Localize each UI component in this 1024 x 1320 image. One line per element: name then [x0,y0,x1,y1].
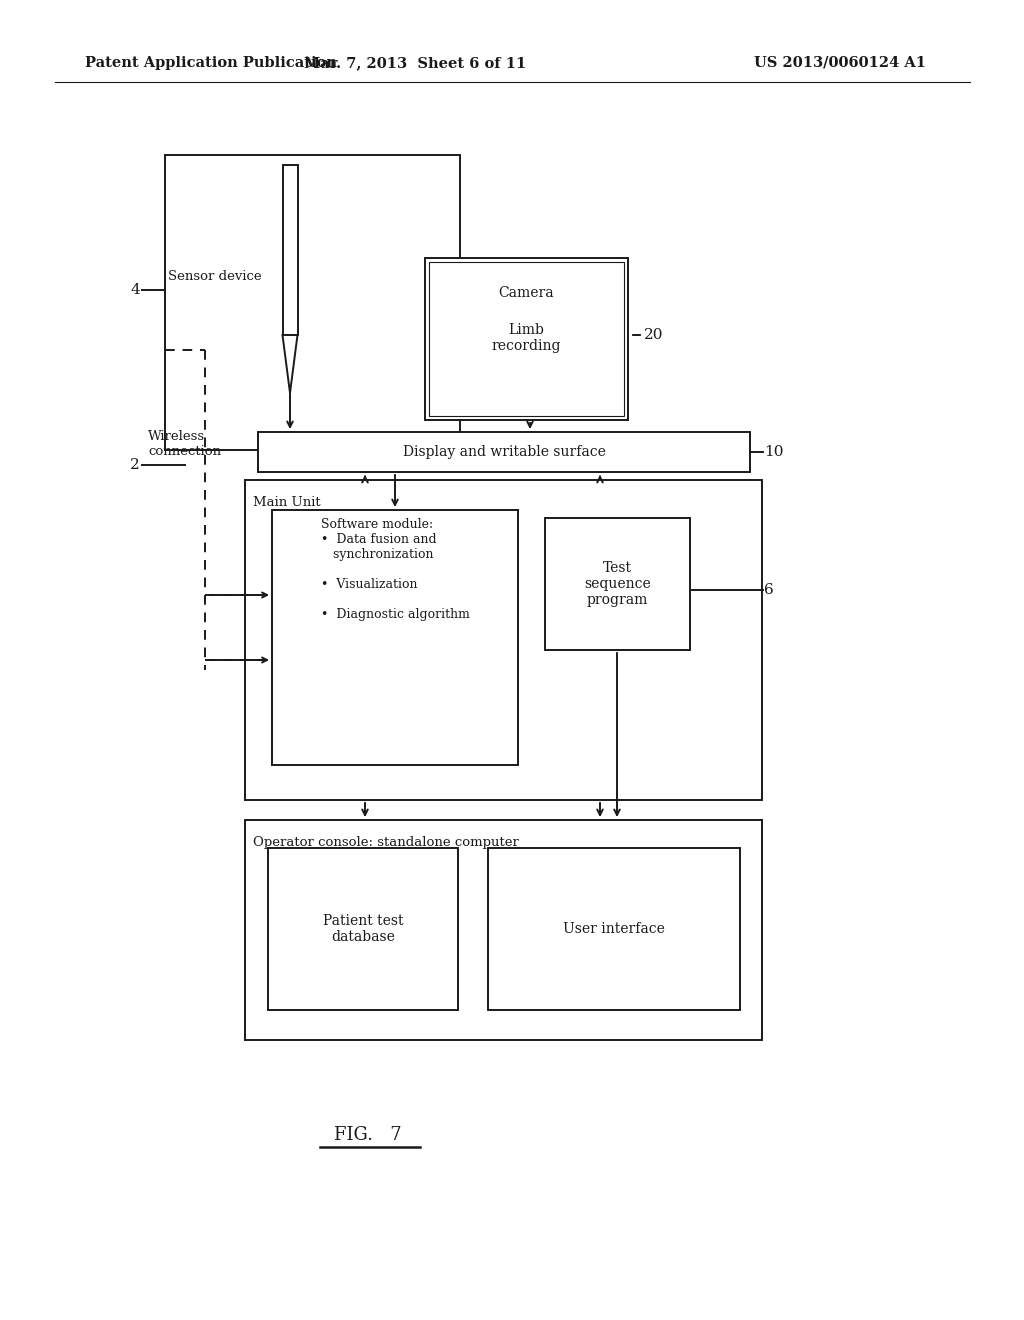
Bar [245,820,762,1040]
Text: Wireless
connection: Wireless connection [148,430,221,458]
Text: 20: 20 [644,327,664,342]
Text: User interface: User interface [563,921,665,936]
Text: Display and writable surface: Display and writable surface [402,445,605,459]
Text: Limb
recording: Limb recording [492,323,561,354]
Polygon shape [283,335,298,393]
Text: Software module:
•  Data fusion and
   synchronization

•  Visualization

•  Dia: Software module: • Data fusion and synch… [321,517,469,620]
Bar [165,154,460,450]
Text: US 2013/0060124 A1: US 2013/0060124 A1 [754,55,926,70]
Bar [425,257,628,420]
Bar [429,261,624,416]
Bar [268,847,458,1010]
Text: FIG.   7: FIG. 7 [334,1126,401,1144]
Bar [488,847,740,1010]
Text: 10: 10 [764,445,783,459]
Bar [245,480,762,800]
Text: Main Unit: Main Unit [253,496,321,510]
Text: Operator console: standalone computer: Operator console: standalone computer [253,836,519,849]
Text: Sensor device: Sensor device [168,271,261,282]
Text: 4: 4 [130,282,140,297]
Text: 6: 6 [764,583,774,597]
Text: Patient test
database: Patient test database [323,913,403,944]
Text: 2: 2 [130,458,140,473]
Text: Patent Application Publication: Patent Application Publication [85,55,337,70]
Bar [272,510,518,766]
Text: Camera: Camera [499,286,554,300]
Bar [283,165,298,335]
Text: Mar. 7, 2013  Sheet 6 of 11: Mar. 7, 2013 Sheet 6 of 11 [304,55,526,70]
Bar [545,517,690,649]
Text: Test
sequence
program: Test sequence program [584,561,651,607]
Bar [258,432,750,473]
